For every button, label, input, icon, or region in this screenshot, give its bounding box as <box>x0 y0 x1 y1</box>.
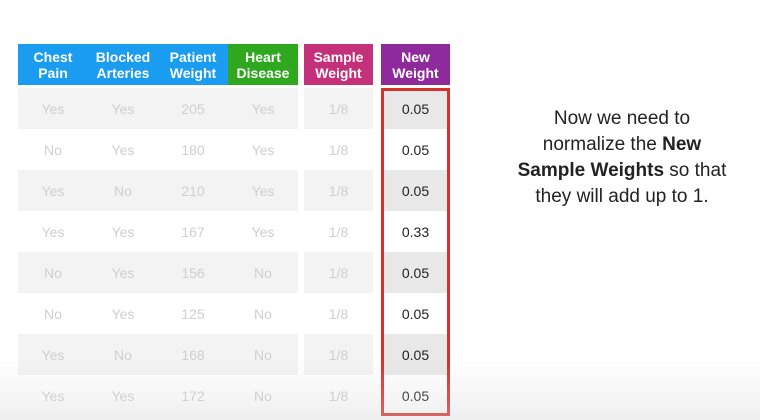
cell-chest-pain: Yes <box>18 334 88 375</box>
cell-new-weight: 0.05 <box>381 170 450 211</box>
cell-sample-weight: 1/8 <box>304 129 373 170</box>
cell-sample-weight: 1/8 <box>304 252 373 293</box>
cell-patient-weight: 168 <box>158 334 228 375</box>
cell-chest-pain: Yes <box>18 375 88 416</box>
explanation-text: Now we need to normalize the New Sample … <box>490 106 754 210</box>
cell-blocked-arteries: No <box>88 334 158 375</box>
header-patient-weight: Patient Weight <box>158 44 228 85</box>
cell-blocked-arteries: Yes <box>88 88 158 129</box>
cell-heart-disease: Yes <box>228 88 298 129</box>
cell-heart-disease: No <box>228 252 298 293</box>
header-blocked-arteries: Blocked Arteries <box>88 44 158 85</box>
cell-chest-pain: No <box>18 252 88 293</box>
caption-line-2-bold: New <box>662 134 702 155</box>
header-new-weight: New Weight <box>381 44 450 85</box>
header-heart-disease: Heart Disease <box>228 44 298 85</box>
cell-heart-disease: No <box>228 293 298 334</box>
cell-blocked-arteries: Yes <box>88 252 158 293</box>
cell-sample-weight: 1/8 <box>304 293 373 334</box>
cell-patient-weight: 210 <box>158 170 228 211</box>
cell-sample-weight: 1/8 <box>304 375 373 416</box>
cell-patient-weight: 167 <box>158 211 228 252</box>
caption-line-3-post: so that <box>664 160 727 181</box>
cell-patient-weight: 205 <box>158 88 228 129</box>
cell-new-weight: 0.05 <box>381 334 450 375</box>
caption-line-4: they will add up to 1. <box>535 186 709 207</box>
cell-heart-disease: Yes <box>228 129 298 170</box>
cell-blocked-arteries: Yes <box>88 293 158 334</box>
cell-blocked-arteries: No <box>88 170 158 211</box>
cell-patient-weight: 125 <box>158 293 228 334</box>
cell-chest-pain: Yes <box>18 170 88 211</box>
cell-blocked-arteries: Yes <box>88 129 158 170</box>
cell-new-weight: 0.05 <box>381 129 450 170</box>
caption-line-1: Now we need to <box>553 108 691 129</box>
cell-new-weight: 0.05 <box>381 293 450 334</box>
cell-sample-weight: 1/8 <box>304 211 373 252</box>
cell-chest-pain: Yes <box>18 88 88 129</box>
cell-sample-weight: 1/8 <box>304 88 373 129</box>
caption-line-3-bold: Sample Weights <box>517 160 665 181</box>
cell-patient-weight: 180 <box>158 129 228 170</box>
cell-sample-weight: 1/8 <box>304 334 373 375</box>
cell-heart-disease: Yes <box>228 211 298 252</box>
cell-heart-disease: No <box>228 334 298 375</box>
cell-new-weight: 0.05 <box>381 252 450 293</box>
cell-new-weight: 0.33 <box>381 211 450 252</box>
cell-patient-weight: 156 <box>158 252 228 293</box>
cell-sample-weight: 1/8 <box>304 170 373 211</box>
cell-chest-pain: No <box>18 293 88 334</box>
cell-heart-disease: No <box>228 375 298 416</box>
cell-new-weight: 0.05 <box>381 375 450 416</box>
header-chest-pain: Chest Pain <box>18 44 88 85</box>
cell-heart-disease: Yes <box>228 170 298 211</box>
caption-line-2-pre: normalize the <box>542 134 663 155</box>
cell-blocked-arteries: Yes <box>88 375 158 416</box>
cell-new-weight: 0.05 <box>381 88 450 129</box>
header-sample-weight: Sample Weight <box>304 44 373 85</box>
cell-chest-pain: Yes <box>18 211 88 252</box>
cell-blocked-arteries: Yes <box>88 211 158 252</box>
cell-patient-weight: 172 <box>158 375 228 416</box>
cell-chest-pain: No <box>18 129 88 170</box>
